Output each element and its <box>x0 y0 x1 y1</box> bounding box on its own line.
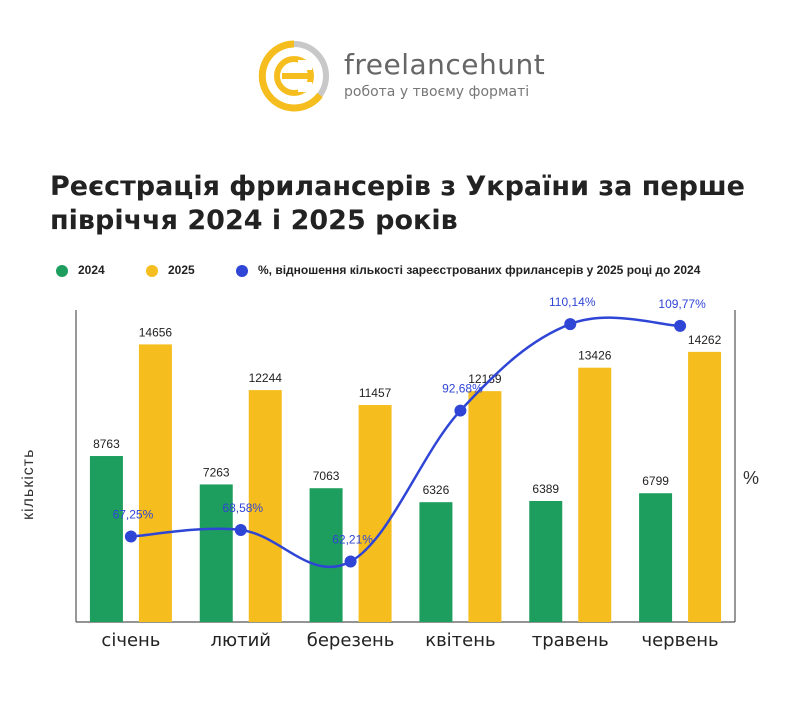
ratio-point-4 <box>564 318 577 331</box>
data-label-2024-4: 6389 <box>532 482 559 496</box>
ratio-point-3 <box>454 404 467 417</box>
data-label-2025-2: 11457 <box>359 386 392 400</box>
bar-2025-2 <box>358 404 392 622</box>
chart-title: Реєстрація фрилансерів з України за перш… <box>50 171 745 236</box>
data-label-2025-1: 12244 <box>249 371 283 385</box>
bar-2025-3 <box>468 391 502 622</box>
data-label-2025-0: 14656 <box>139 325 173 339</box>
bar-2024-1 <box>199 484 233 622</box>
freelancehunt-logo-icon <box>258 40 329 112</box>
bar-2025-5 <box>688 351 722 622</box>
data-label-2024-2: 7063 <box>313 469 340 483</box>
legend-swatch-2024 <box>56 265 68 277</box>
bar-2025-4 <box>578 367 612 622</box>
x-tick-label-3: квітень <box>425 630 495 651</box>
data-label-2024-1: 7263 <box>203 465 230 479</box>
freelancehunt-logo: freelancehunt робота у твоєму форматі <box>258 40 558 112</box>
legend-swatch-2025 <box>146 265 158 277</box>
ratio-point-1 <box>234 523 247 536</box>
bar-2024-5 <box>639 493 673 622</box>
brand-name: freelancehunt <box>344 48 546 81</box>
x-tick-label-5: червень <box>641 630 718 651</box>
y2-axis-title: % <box>743 468 760 488</box>
ratio-point-5 <box>674 319 687 332</box>
data-label-2024-5: 6799 <box>642 474 669 488</box>
ratio-label-3: 92,68% <box>442 382 483 396</box>
bar-2024-0 <box>89 456 123 622</box>
legend-swatch-ratio <box>236 265 248 277</box>
legend-label-2024: 2024 <box>78 263 105 277</box>
data-label-2025-4: 13426 <box>578 349 612 363</box>
data-label-2024-0: 8763 <box>93 437 120 451</box>
data-label-2024-3: 6326 <box>423 483 450 497</box>
ratio-label-5: 109,77% <box>658 297 706 311</box>
brand-tagline: робота у твоєму форматі <box>344 84 530 100</box>
ratio-label-4: 110,14% <box>549 295 596 309</box>
bar-2024-2 <box>309 488 343 622</box>
x-tick-label-1: лютий <box>210 630 271 651</box>
ratio-label-0: 67,25% <box>113 508 154 522</box>
legend-label-2025: 2025 <box>168 263 195 277</box>
bar-2025-0 <box>138 344 172 622</box>
x-tick-label-4: травень <box>532 630 609 651</box>
x-tick-label-0: січень <box>101 630 160 651</box>
data-label-2025-5: 14262 <box>688 333 722 347</box>
bar-2024-4 <box>529 500 563 622</box>
bar-2025-1 <box>248 390 282 622</box>
ratio-label-1: 68,58% <box>222 501 263 515</box>
legend-label-ratio: %, відношення кількості зареєстрованих ф… <box>258 263 701 277</box>
ratio-point-0 <box>124 530 137 543</box>
bar-2024-3 <box>419 502 453 622</box>
ratio-point-2 <box>344 555 357 568</box>
x-tick-label-2: березень <box>307 630 395 651</box>
ratio-label-2: 62,21% <box>332 533 373 547</box>
